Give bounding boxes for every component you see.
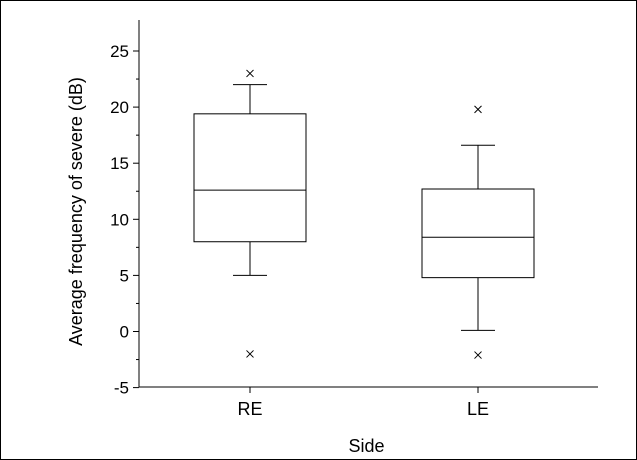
outlier-point: [474, 351, 482, 359]
y-tick-label: 0: [120, 323, 129, 342]
y-axis-label: Average frequency of severe (dB): [66, 77, 86, 346]
y-ticks: -5 0 5 10 15 20 25: [110, 42, 139, 398]
x-tick-label-le: LE: [467, 399, 489, 419]
x-axis-label: Side: [348, 436, 384, 456]
outlier-point: [474, 105, 482, 114]
x-ticks: RE LE: [237, 387, 489, 419]
y-tick-label: 5: [120, 266, 129, 285]
box-le: [421, 105, 535, 359]
box-iqr: [193, 113, 307, 243]
outlier-point: [246, 69, 254, 78]
y-tick-label: 20: [110, 98, 129, 117]
y-tick-label: -5: [114, 379, 129, 398]
box-iqr: [421, 188, 535, 279]
x-tick-label-re: RE: [237, 399, 262, 419]
boxes: [193, 69, 535, 359]
y-tick-label: 10: [110, 210, 129, 229]
y-tick-label: 25: [110, 42, 129, 61]
outlier-point: [246, 350, 254, 358]
y-tick-label: 15: [110, 154, 129, 173]
axes: [138, 20, 598, 388]
box-re: [193, 69, 307, 358]
